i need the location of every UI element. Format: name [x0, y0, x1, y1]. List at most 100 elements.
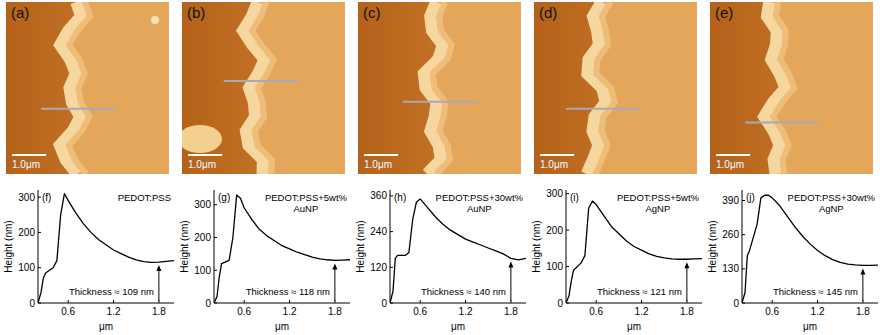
- plot-area: [390, 199, 526, 303]
- film-edge-shade: [433, 2, 452, 174]
- substrate: [710, 2, 873, 174]
- title-line: PEDOT:PSS+5wt%: [265, 192, 348, 203]
- y-tick-label: 260: [722, 229, 739, 240]
- y-tick-label: 100: [546, 261, 563, 272]
- thickness-arrow: [510, 265, 511, 301]
- y-tick-label: 390: [722, 195, 739, 206]
- y-tick: [214, 237, 217, 238]
- figure: (a)1.0μm(b)1.0μm(c)1.0μm(d)1.0μm(e)1.0μm…: [0, 0, 888, 335]
- y-tick-label: 0: [29, 298, 35, 309]
- y-axis: [38, 190, 39, 303]
- y-axis: [214, 190, 215, 303]
- thickness-arrow: [686, 266, 687, 301]
- scale-bar: [540, 154, 574, 156]
- x-tick-label: 0.6: [61, 306, 75, 317]
- y-tick: [38, 232, 41, 233]
- panel-label: (j): [746, 192, 755, 203]
- y-axis: [742, 190, 743, 303]
- y-tick: [390, 231, 393, 232]
- thickness-arrowhead: [860, 268, 865, 274]
- x-tick: [641, 300, 642, 303]
- plot-area: [38, 194, 174, 303]
- substrate: [6, 2, 169, 174]
- y-tick: [742, 268, 745, 269]
- y-tick: [390, 267, 393, 268]
- title-line: PEDOT:PSS+5wt%: [617, 192, 700, 203]
- x-tick-label: 1.2: [459, 306, 473, 317]
- x-axis-title: μm: [99, 321, 113, 332]
- title-line: AgNP: [645, 203, 670, 214]
- profile-line: [41, 108, 116, 110]
- y-tick-label: 0: [205, 298, 211, 309]
- y-axis-title: Height (nm): [355, 220, 366, 272]
- y-axis-title: Height (nm): [179, 220, 190, 272]
- x-tick-label: 1.8: [152, 306, 166, 317]
- y-tick: [38, 197, 41, 198]
- y-tick-label: 0: [733, 298, 739, 309]
- film-edge-shade: [69, 2, 90, 174]
- afm-image: [534, 2, 697, 174]
- x-axis: [742, 303, 878, 304]
- x-axis-title: μm: [275, 321, 289, 332]
- thickness-arrow: [334, 267, 335, 301]
- profile-line: [745, 121, 820, 123]
- title-line: AuNP: [293, 203, 318, 214]
- x-axis-title: μm: [803, 321, 817, 332]
- x-tick-label: 1.8: [504, 306, 518, 317]
- film: [587, 2, 697, 174]
- x-tick: [465, 300, 466, 303]
- y-tick-label: 0: [381, 298, 387, 309]
- profile-chart: 01202403600.61.21.8Height (nm)μm(h)PEDOT…: [355, 190, 526, 332]
- panel-label: (c): [363, 4, 381, 21]
- profile-line: [224, 80, 299, 82]
- y-tick-label: 130: [722, 263, 739, 274]
- particle: [182, 125, 222, 153]
- x-tick-label: 1.2: [811, 306, 825, 317]
- y-tick: [214, 270, 217, 271]
- panel-label: (f): [42, 192, 51, 203]
- y-tick: [742, 234, 745, 235]
- y-axis-title: Height (nm): [3, 220, 14, 272]
- title-line: PEDOT:PSS+30wt%: [788, 192, 876, 203]
- scale-bar: [188, 154, 222, 156]
- y-tick-label: 200: [546, 225, 563, 236]
- film-edge-shade: [596, 2, 615, 174]
- panel-label: (i): [570, 192, 579, 203]
- y-tick: [566, 193, 569, 194]
- y-axis: [390, 190, 391, 303]
- thickness-label: Thickness ≈ 145 nm: [773, 286, 858, 297]
- panel-label: (d): [539, 4, 557, 21]
- scale-bar-label: 1.0μm: [364, 159, 392, 170]
- x-tick: [817, 300, 818, 303]
- x-axis: [390, 303, 526, 304]
- y-tick-label: 200: [194, 232, 211, 243]
- y-tick-label: 120: [370, 262, 387, 273]
- chart-title: PEDOT:PSS+5wt%AuNP: [265, 192, 348, 214]
- chart-title: PEDOT:PSS+5wt%AgNP: [617, 192, 700, 214]
- plot-area: [214, 195, 350, 303]
- y-tick: [390, 195, 393, 196]
- substrate: [358, 2, 521, 174]
- film-edge-shade: [252, 2, 274, 174]
- scale-bar: [364, 154, 398, 156]
- x-axis: [38, 303, 174, 304]
- afm-image: [710, 2, 873, 174]
- afm-image: [6, 2, 169, 174]
- y-axis-title: Height (nm): [707, 220, 718, 272]
- chart-title: PEDOT:PSS+30wt%AgNP: [788, 192, 876, 214]
- afm-image: [182, 2, 345, 174]
- thickness-label: Thickness ≈ 140 nm: [421, 286, 506, 297]
- x-tick: [113, 300, 114, 303]
- x-tick-label: 0.6: [413, 306, 427, 317]
- profile-line: [403, 101, 478, 103]
- height-profile: [566, 201, 702, 303]
- x-tick: [420, 300, 421, 303]
- scale-bar: [716, 154, 750, 156]
- y-tick-label: 0: [557, 298, 563, 309]
- x-tick-label: 0.6: [765, 306, 779, 317]
- y-tick: [214, 204, 217, 205]
- height-profile: [742, 195, 878, 303]
- scale-bar-label: 1.0μm: [12, 159, 40, 170]
- thickness-arrow: [862, 272, 863, 301]
- title-line: AgNP: [819, 203, 844, 214]
